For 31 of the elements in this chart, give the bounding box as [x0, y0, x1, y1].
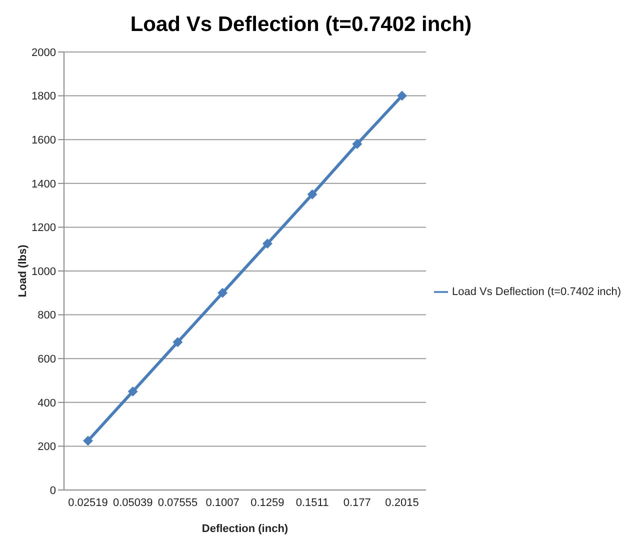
y-tick-label: 2000: [32, 46, 56, 59]
x-tick-label: 0.07555: [158, 496, 198, 509]
x-tick-label: 0.177: [343, 496, 371, 509]
y-tick-label: 200: [38, 441, 56, 454]
point: [83, 436, 93, 446]
point: [128, 386, 138, 396]
y-tick-label: 400: [38, 397, 56, 410]
y-tick-label: 1600: [32, 134, 56, 147]
point: [352, 138, 362, 149]
legend-label: Load Vs Deflection (t=0.7402 inch): [452, 286, 622, 298]
x-tick-label: 0.1259: [250, 496, 284, 509]
y-tick-label: 1800: [32, 90, 56, 103]
y-tick-label: 800: [38, 310, 56, 322]
y-tick-label: 1200: [32, 222, 56, 234]
x-tick-label: 0.05039: [112, 496, 153, 509]
point: [397, 90, 407, 101]
point: [307, 189, 318, 200]
y-tick-label: 600: [38, 354, 56, 366]
x-tick-label: 0.2015: [385, 496, 419, 509]
x-tick-label: 0.02519: [68, 496, 108, 509]
x-tick-label: 0.1007: [206, 496, 240, 509]
point: [172, 337, 183, 348]
y-tick-label: 1400: [32, 178, 56, 190]
y-axis-title: Load (lbs): [16, 244, 29, 298]
point: [218, 288, 228, 298]
y-tick-label: 0: [50, 484, 56, 497]
chart-title: Load Vs Deflection (t=0.7402 inch): [129, 12, 473, 38]
point: [262, 238, 272, 249]
x-tick-label: 0.1511: [296, 496, 329, 509]
x-axis-title: Deflection (inch): [202, 523, 288, 535]
y-tick-label: 1000: [32, 266, 56, 278]
